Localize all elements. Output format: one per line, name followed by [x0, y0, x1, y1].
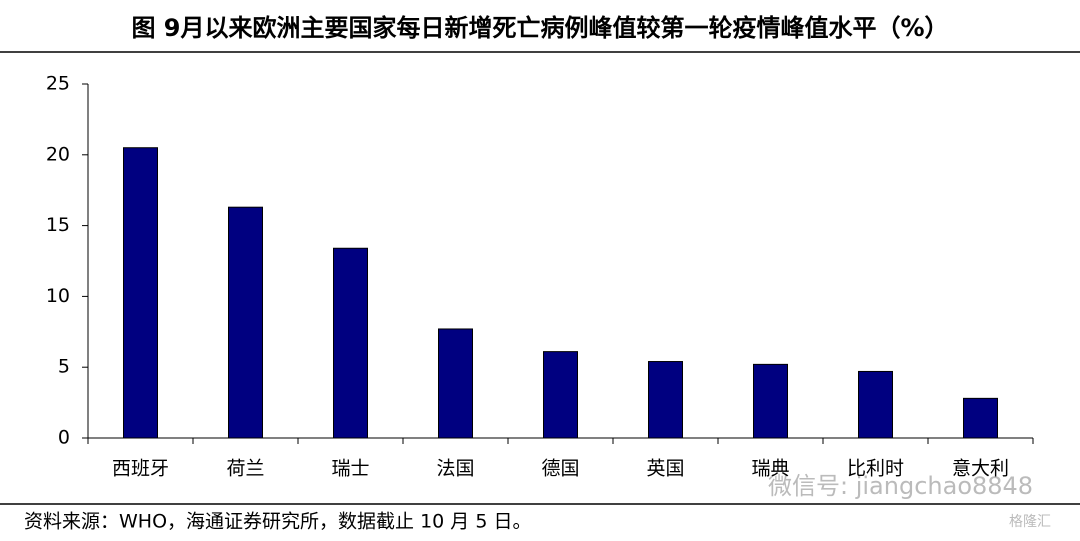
watermark: 微信号: jiangchao8848 [768, 472, 1033, 500]
x-tick-label: 西班牙 [112, 458, 169, 480]
y-tick-label: 10 [46, 285, 70, 307]
bar [543, 351, 578, 439]
x-tick-label: 意大利 [952, 458, 1009, 480]
source-note: 资料来源：WHO，海通证券研究所，数据截止 10 月 5 日。 [24, 511, 531, 533]
y-tick-label: 0 [58, 427, 70, 449]
y-tick-label: 25 [46, 73, 70, 95]
y-tick-label: 15 [46, 214, 70, 236]
x-tick-label: 荷兰 [226, 458, 264, 480]
bar [858, 370, 893, 439]
bar [123, 147, 158, 439]
bar [963, 397, 998, 439]
y-tick-label: 5 [58, 356, 70, 378]
bar [228, 206, 263, 439]
x-tick-label: 瑞士 [331, 458, 369, 480]
x-tick-label: 瑞典 [751, 458, 789, 480]
bar [648, 361, 683, 439]
chart-title: 图 9月以来欧洲主要国家每日新增死亡病例峰值较第一轮疫情峰值水平（%） [131, 14, 948, 42]
x-tick-label: 英国 [646, 458, 684, 480]
y-tick-label: 20 [46, 143, 70, 165]
x-tick-label: 比利时 [847, 458, 904, 480]
bar [438, 328, 473, 439]
bar [333, 247, 368, 439]
x-tick-label: 法国 [436, 458, 474, 480]
logo: 格隆汇 [1009, 514, 1051, 530]
bar [753, 363, 788, 439]
x-tick-label: 德国 [541, 458, 579, 480]
